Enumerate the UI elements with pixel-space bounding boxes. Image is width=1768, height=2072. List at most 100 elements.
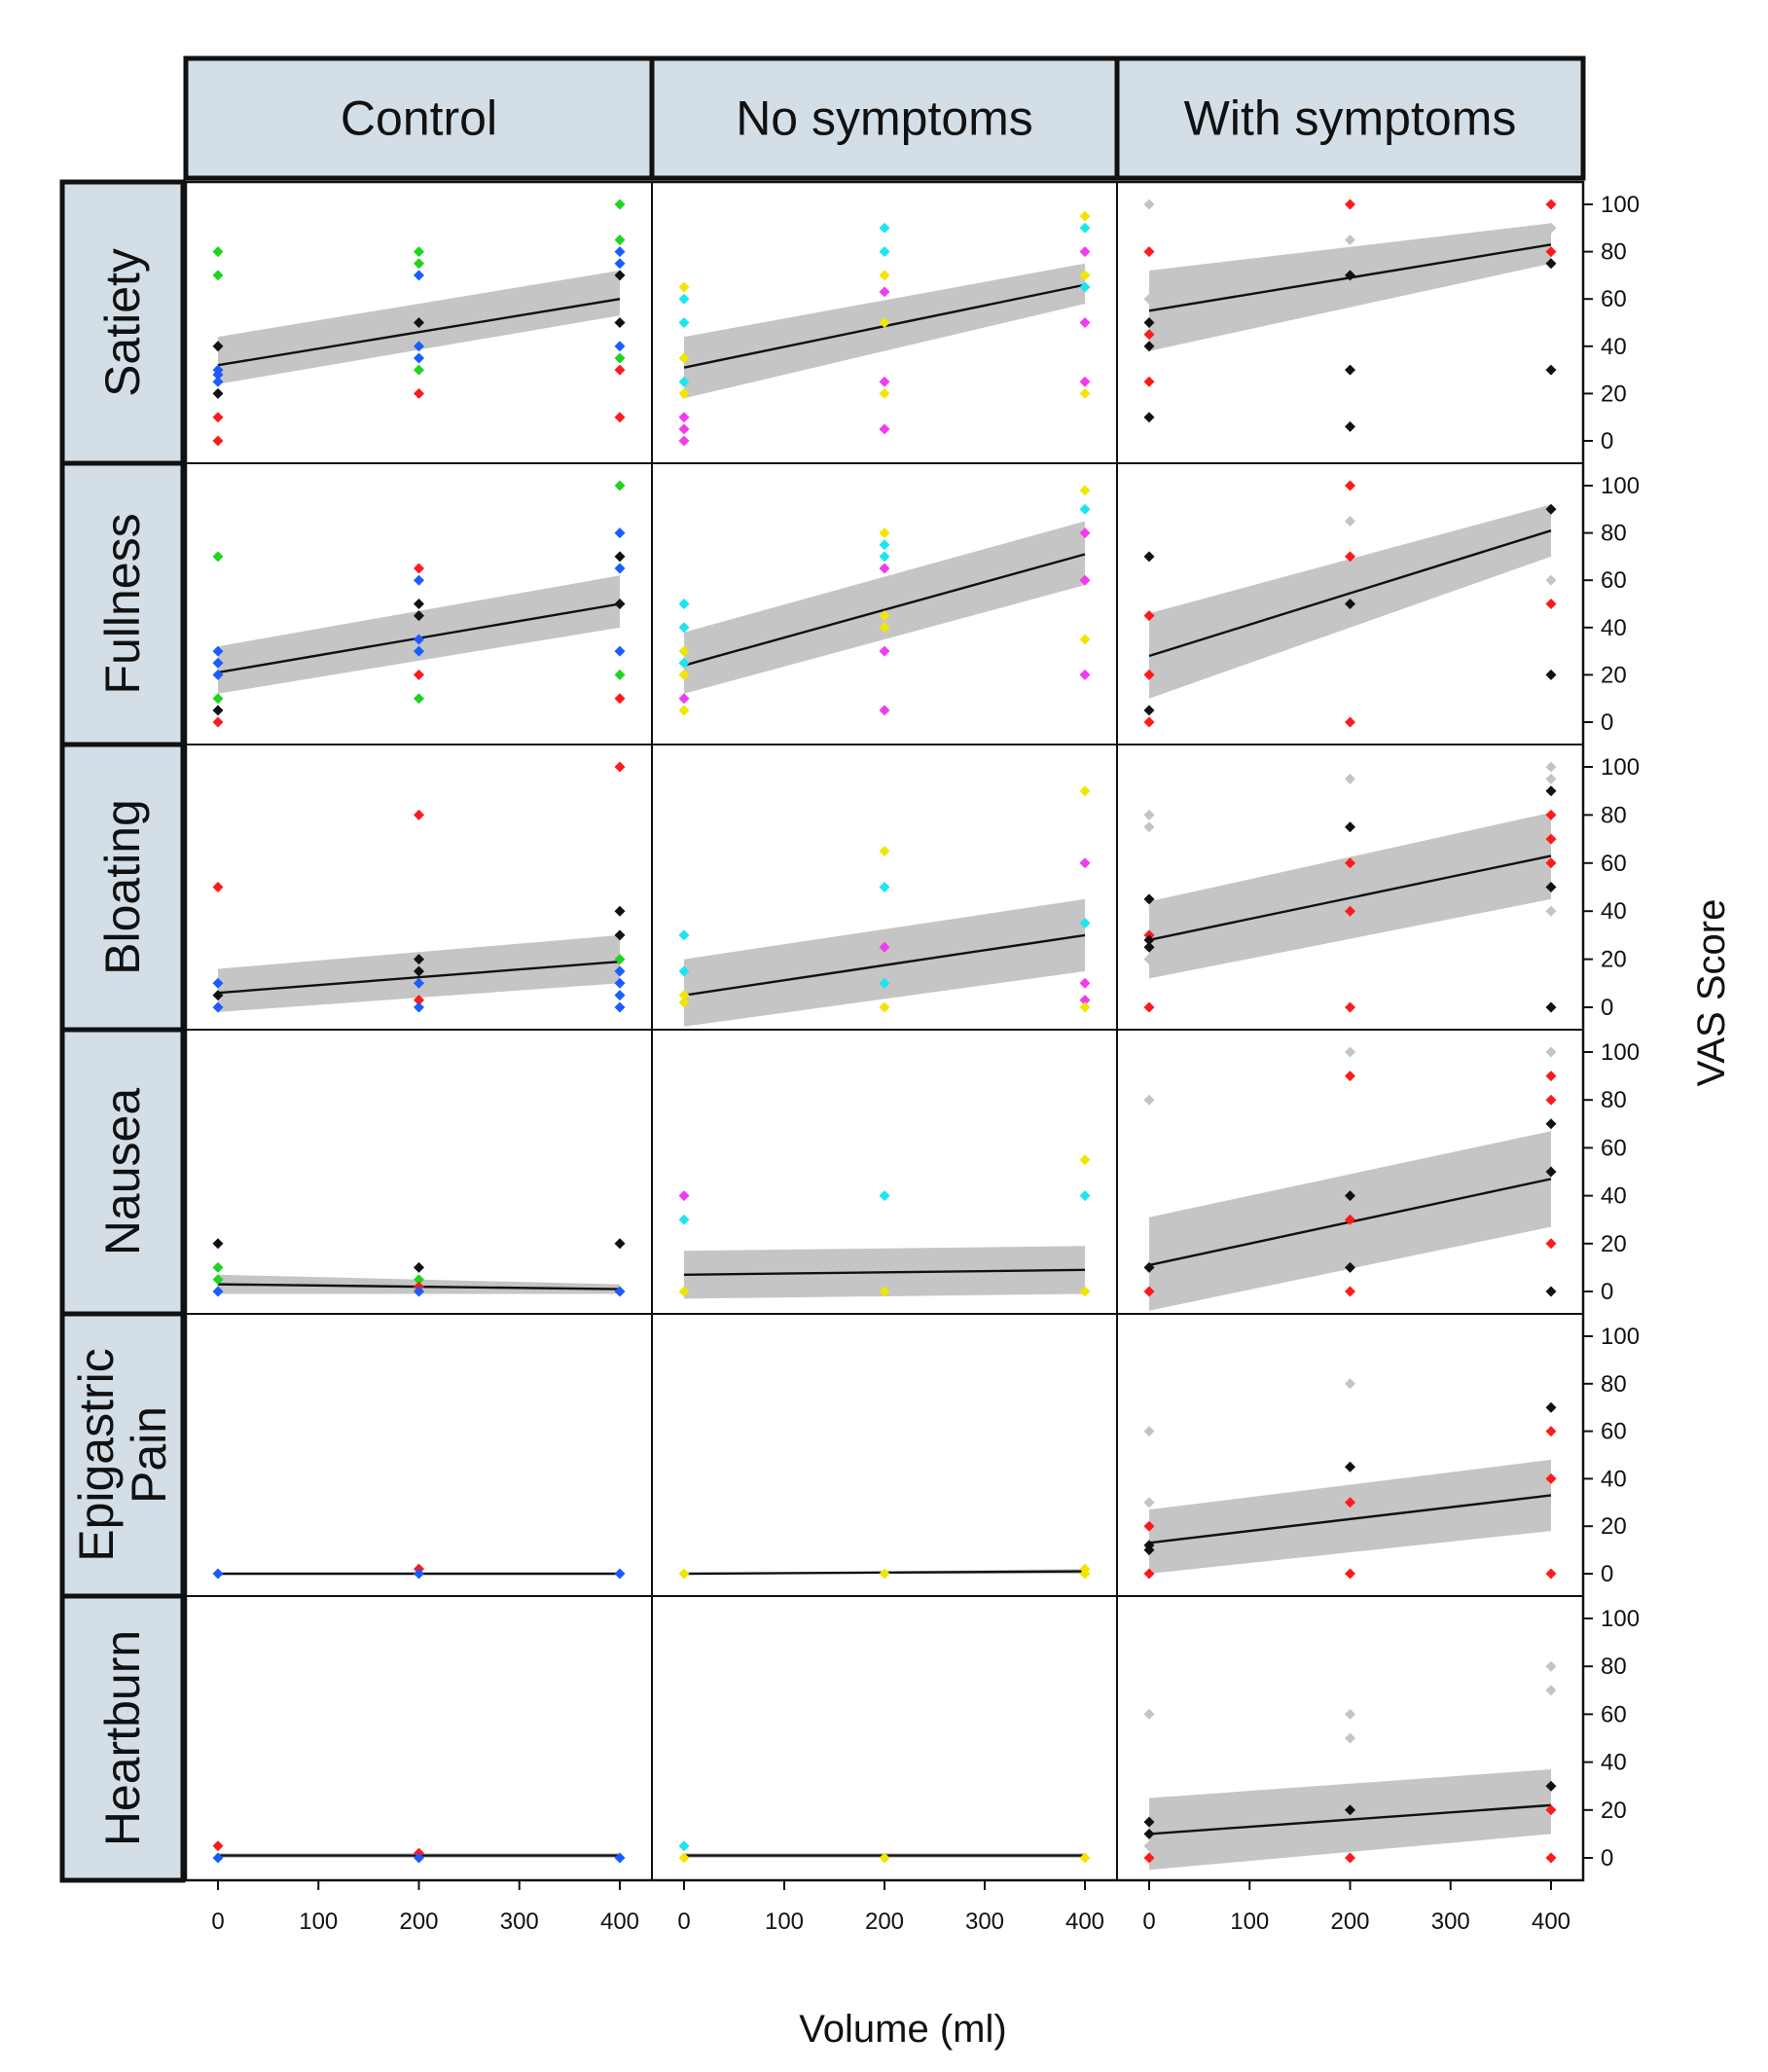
y-tick-label: 20 <box>1601 947 1627 973</box>
data-point <box>414 246 424 258</box>
data-point <box>1143 1001 1155 1013</box>
data-point <box>1143 821 1155 833</box>
panel-r1-c3 <box>1117 182 1583 463</box>
data-point <box>1143 954 1155 965</box>
data-point <box>212 990 224 1001</box>
data-point <box>614 977 626 989</box>
data-point <box>614 341 626 352</box>
x-tick-label: 200 <box>1330 1908 1369 1935</box>
data-point <box>614 246 626 258</box>
data-point <box>614 352 626 364</box>
data-point <box>1143 1568 1155 1580</box>
data-point <box>1079 281 1091 293</box>
data-point <box>1345 1497 1355 1509</box>
data-point <box>1143 934 1155 946</box>
panel-r4-c1 <box>186 1030 652 1314</box>
data-point <box>1143 1497 1155 1509</box>
data-point <box>1079 918 1091 929</box>
data-point <box>1345 821 1355 833</box>
regression-line <box>1148 1494 1552 1545</box>
regression-line <box>217 960 621 995</box>
data-point <box>1345 1071 1355 1082</box>
data-point <box>1345 1286 1355 1297</box>
data-point <box>678 1568 690 1580</box>
data-point <box>879 563 890 574</box>
y-tick-label: 80 <box>1601 521 1627 547</box>
data-point <box>614 258 626 270</box>
data-point <box>879 270 890 281</box>
y-tick-label: 100 <box>1601 473 1640 499</box>
data-point <box>1143 1828 1155 1839</box>
data-point <box>1345 1190 1355 1202</box>
data-point <box>212 977 224 989</box>
data-point <box>1143 941 1155 953</box>
regression-line <box>1148 529 1552 658</box>
data-point <box>879 1190 890 1202</box>
data-point <box>1079 485 1091 496</box>
data-point <box>1545 1685 1557 1696</box>
data-point <box>614 761 626 773</box>
data-point <box>1345 364 1355 376</box>
data-point <box>678 657 690 669</box>
row-label-text: Epigastric <box>69 1348 124 1562</box>
data-point <box>1545 599 1557 609</box>
data-point <box>212 657 224 669</box>
data-point <box>1143 1426 1155 1437</box>
y-tick-label: 60 <box>1601 1135 1627 1161</box>
data-point <box>1345 716 1355 728</box>
data-point <box>1345 1461 1355 1472</box>
data-point <box>1545 857 1557 869</box>
row-label-text: Heartburn <box>95 1630 150 1846</box>
data-point <box>614 1852 626 1864</box>
row-label-box <box>59 1593 186 1883</box>
x-tick-label: 400 <box>1532 1908 1570 1935</box>
regression-line <box>217 298 621 367</box>
data-point <box>1345 1261 1355 1273</box>
panel-r3-c2 <box>652 745 1117 1030</box>
data-point <box>678 423 690 435</box>
panel-r4-c3 <box>1117 1030 1583 1314</box>
data-point <box>879 317 890 328</box>
y-tick-label: 80 <box>1601 239 1627 266</box>
data-point <box>1143 716 1155 728</box>
y-tick-label: 40 <box>1601 615 1627 641</box>
data-point <box>1345 857 1355 869</box>
data-point <box>212 705 224 716</box>
data-point <box>212 387 224 399</box>
data-point <box>1545 1046 1557 1058</box>
data-point <box>1143 1545 1155 1556</box>
data-point <box>678 1214 690 1225</box>
data-point <box>1143 329 1155 341</box>
data-point <box>212 1840 224 1852</box>
data-point <box>414 693 424 705</box>
data-point <box>1545 1804 1557 1816</box>
data-point <box>1079 270 1091 281</box>
panel-background <box>652 1596 1117 1880</box>
data-point <box>1079 857 1091 869</box>
data-point <box>414 1274 424 1286</box>
x-tick-label: 100 <box>1230 1908 1269 1935</box>
x-tick-label: 0 <box>677 1908 690 1935</box>
data-point <box>678 352 690 364</box>
data-point <box>614 990 626 1001</box>
y-tick-label: 100 <box>1601 1324 1640 1350</box>
data-point <box>1545 364 1557 376</box>
data-point <box>879 610 890 622</box>
data-point <box>678 693 690 705</box>
data-point <box>879 527 890 539</box>
data-point <box>1545 761 1557 773</box>
data-point <box>614 929 626 941</box>
data-point <box>879 645 890 657</box>
data-point <box>1545 222 1557 234</box>
data-point <box>614 317 626 328</box>
data-point <box>414 634 424 645</box>
data-point <box>1079 1568 1091 1580</box>
y-tick-label: 60 <box>1601 1701 1627 1727</box>
data-point <box>614 954 626 965</box>
data-point <box>1545 1071 1557 1082</box>
data-point <box>212 716 224 728</box>
data-point <box>1545 1401 1557 1413</box>
data-point <box>678 281 690 293</box>
data-point <box>414 995 424 1006</box>
x-tick-label: 100 <box>765 1908 804 1935</box>
